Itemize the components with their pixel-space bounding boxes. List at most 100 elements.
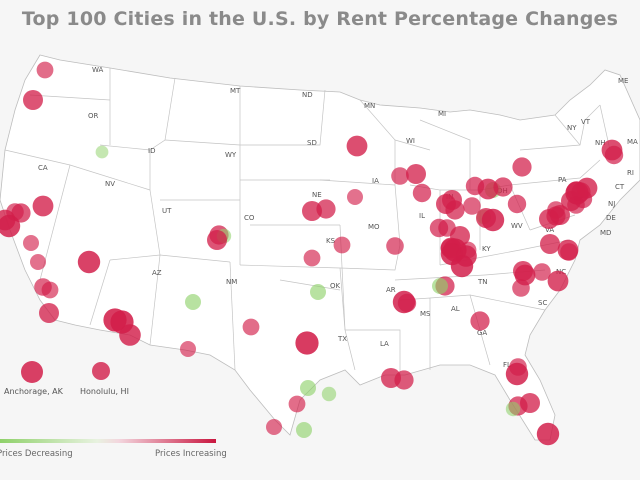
state-label-tn: TN xyxy=(477,278,488,286)
city-marker-30[interactable] xyxy=(288,395,306,413)
state-label-fl: FL xyxy=(503,361,511,369)
legend-decreasing-label: Prices Decreasing xyxy=(0,449,73,459)
city-marker-31[interactable] xyxy=(300,380,316,396)
city-marker-97[interactable] xyxy=(481,208,505,232)
city-marker-14[interactable] xyxy=(39,303,59,323)
city-marker-10[interactable] xyxy=(30,254,46,270)
state-label-nv: NV xyxy=(105,180,115,188)
city-marker-16[interactable] xyxy=(119,324,141,346)
city-marker-81[interactable] xyxy=(576,177,598,199)
city-marker-8[interactable] xyxy=(0,214,21,238)
city-marker-85[interactable] xyxy=(550,205,570,225)
city-marker-53[interactable] xyxy=(507,194,527,214)
city-marker-93[interactable] xyxy=(429,218,449,238)
city-marker-83[interactable] xyxy=(601,139,623,161)
city-marker-23[interactable] xyxy=(207,230,227,250)
city-marker-90[interactable] xyxy=(443,238,467,262)
state-label-me: ME xyxy=(618,77,628,85)
city-marker-70[interactable] xyxy=(505,362,529,386)
state-label-wv: WV xyxy=(511,222,523,230)
state-label-md: MD xyxy=(600,229,611,237)
state-label-nm: NM xyxy=(226,278,237,286)
city-marker-39[interactable] xyxy=(406,164,426,184)
hawaii-inset: Honolulu, HI xyxy=(80,362,129,396)
city-marker-13[interactable] xyxy=(41,281,59,299)
city-marker-29[interactable] xyxy=(295,331,319,355)
city-marker-38[interactable] xyxy=(391,167,409,185)
city-marker-78[interactable] xyxy=(381,368,401,388)
city-marker-45[interactable] xyxy=(463,197,481,215)
city-marker-94[interactable] xyxy=(477,178,499,200)
city-marker-28[interactable] xyxy=(310,284,326,300)
city-marker-73[interactable] xyxy=(505,401,521,417)
city-marker-76[interactable] xyxy=(397,293,417,313)
city-markers xyxy=(0,61,624,446)
city-marker-20[interactable] xyxy=(242,318,260,336)
state-label-mo: MO xyxy=(368,223,380,231)
state-label-id: ID xyxy=(148,147,155,155)
city-marker-26[interactable] xyxy=(316,199,336,219)
city-marker-92[interactable] xyxy=(445,200,465,220)
state-label-ca: CA xyxy=(38,164,48,172)
city-marker-37[interactable] xyxy=(347,189,363,205)
anchorage-label: Anchorage, AK xyxy=(4,387,64,396)
state-label-de: DE xyxy=(606,214,616,222)
city-marker-1[interactable] xyxy=(36,61,54,79)
state-label-nj: NJ xyxy=(608,200,615,208)
state-label-va: VA xyxy=(545,226,554,234)
state-label-il: IL xyxy=(419,212,425,220)
city-marker-52[interactable] xyxy=(512,157,532,177)
state-label-or: OR xyxy=(88,112,99,120)
state-label-sc: SC xyxy=(538,299,547,307)
marker-honolulu[interactable] xyxy=(92,362,110,380)
state-label-al: AL xyxy=(451,305,460,313)
state-label-nd: ND xyxy=(302,91,313,99)
city-marker-74[interactable] xyxy=(536,422,560,446)
city-marker-24[interactable] xyxy=(303,249,321,267)
state-label-az: AZ xyxy=(152,269,162,277)
state-label-ms: MS xyxy=(420,310,431,318)
city-marker-33[interactable] xyxy=(266,419,282,435)
map-title: Top 100 Cities in the U.S. by Rent Perce… xyxy=(21,8,619,30)
city-marker-18[interactable] xyxy=(185,294,201,310)
city-marker-34[interactable] xyxy=(296,422,312,438)
city-marker-56[interactable] xyxy=(557,239,579,261)
state-label-co: CO xyxy=(244,214,255,222)
state-label-ne: NE xyxy=(312,191,322,199)
state-label-mn: MN xyxy=(364,102,375,110)
city-marker-62[interactable] xyxy=(547,270,569,292)
state-label-pa: PA xyxy=(558,176,567,184)
city-marker-19[interactable] xyxy=(180,341,196,357)
city-marker-7[interactable] xyxy=(32,195,54,217)
city-marker-68[interactable] xyxy=(470,311,490,331)
city-marker-9[interactable] xyxy=(23,235,39,251)
city-marker-79[interactable] xyxy=(512,279,530,297)
state-label-mt: MT xyxy=(230,87,241,95)
city-marker-86[interactable] xyxy=(567,196,585,214)
legend-increasing-label: Prices Increasing xyxy=(155,449,227,459)
city-marker-35[interactable] xyxy=(386,237,404,255)
state-label-la: LA xyxy=(380,340,389,348)
state-label-vt: VT xyxy=(581,118,591,126)
city-marker-17[interactable] xyxy=(103,308,127,332)
state-label-ky: KY xyxy=(482,245,491,253)
state-label-ia: IA xyxy=(372,177,379,185)
city-marker-95[interactable] xyxy=(493,177,513,197)
state-label-sd: SD xyxy=(307,139,317,147)
state-label-ny: NY xyxy=(567,124,577,132)
city-marker-11[interactable] xyxy=(77,250,101,274)
city-marker-61[interactable] xyxy=(533,263,551,281)
state-label-ok: OK xyxy=(330,282,341,290)
city-marker-32[interactable] xyxy=(321,386,337,402)
state-label-ks: KS xyxy=(326,237,336,245)
city-marker-3[interactable] xyxy=(95,145,109,159)
city-marker-2[interactable] xyxy=(23,90,43,110)
marker-anchorage[interactable] xyxy=(21,361,43,383)
city-marker-60[interactable] xyxy=(513,261,533,281)
city-marker-54[interactable] xyxy=(540,234,560,254)
city-marker-77[interactable] xyxy=(432,278,448,294)
city-marker-36[interactable] xyxy=(346,135,368,157)
city-marker-27[interactable] xyxy=(333,236,351,254)
state-label-ar: AR xyxy=(386,286,396,294)
city-marker-41[interactable] xyxy=(412,183,432,203)
